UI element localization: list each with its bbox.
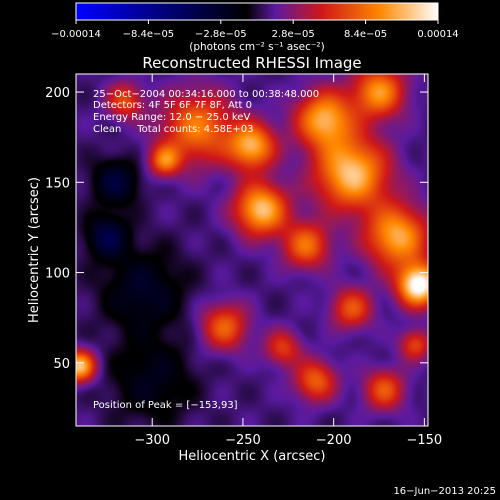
y-axis-ticks: 50 100 150 200 xyxy=(45,86,428,372)
colorbar-tick-label: 8.4e−05 xyxy=(344,29,387,40)
colorbar-tick-label: −0.00014 xyxy=(51,29,101,40)
annotation-detectors: Detectors: 4F 5F 6F 7F 8F, Att 0 xyxy=(93,100,252,111)
y-tick-label: 200 xyxy=(45,86,70,101)
colorbar-tick-label: −8.4e−05 xyxy=(123,29,175,40)
footer-date: 16−Jun−2013 20:25 xyxy=(393,486,496,497)
y-tick-label: 150 xyxy=(45,176,70,191)
annotation-energy: Energy Range: 12.0 − 25.0 keV xyxy=(93,112,250,123)
annotation-time: 25−Oct−2004 00:34:16.000 to 00:38:48.000 xyxy=(93,89,319,100)
annotation-peak: Position of Peak = [−153,93] xyxy=(93,400,238,411)
heatmap xyxy=(76,74,428,426)
y-axis-label: Heliocentric Y (arcsec) xyxy=(27,177,42,323)
colorbar-tick-label: −2.8e−05 xyxy=(195,29,247,40)
heatmap-canvas xyxy=(76,74,428,426)
colorbar-ticks: −0.00014 −8.4e−05 −2.8e−05 2.8e−05 8.4e−05 0.… xyxy=(51,20,459,40)
x-tick-label: −300 xyxy=(134,433,170,448)
annotations: 25−Oct−2004 00:34:16.000 to 00:38:48.000… xyxy=(93,89,319,411)
colorbar-tick-label: 2.8e−05 xyxy=(272,29,315,40)
x-tick-label: −200 xyxy=(316,433,352,448)
colorbar-unit-label: (photons cm⁻² s⁻¹ asec⁻²) xyxy=(189,41,324,53)
colorbar-gradient xyxy=(75,2,439,21)
plot-frame xyxy=(75,73,429,427)
x-axis-label: Heliocentric X (arcsec) xyxy=(179,449,326,464)
annotation-clean: Clean Total counts: 4.58E+03 xyxy=(93,124,253,135)
x-tick-label: −150 xyxy=(407,433,443,448)
chart-title: Reconstructed RHESSI Image xyxy=(142,54,361,72)
colorbar: −0.00014 −8.4e−05 −2.8e−05 2.8e−05 8.4e−05 0.… xyxy=(51,2,459,53)
x-axis-ticks: −300 −250 −200 −150 xyxy=(134,74,442,448)
x-tick-label: −250 xyxy=(225,433,261,448)
y-tick-label: 50 xyxy=(53,357,70,372)
y-tick-label: 100 xyxy=(45,267,70,282)
colorbar-tick-label: 0.00014 xyxy=(417,29,458,40)
